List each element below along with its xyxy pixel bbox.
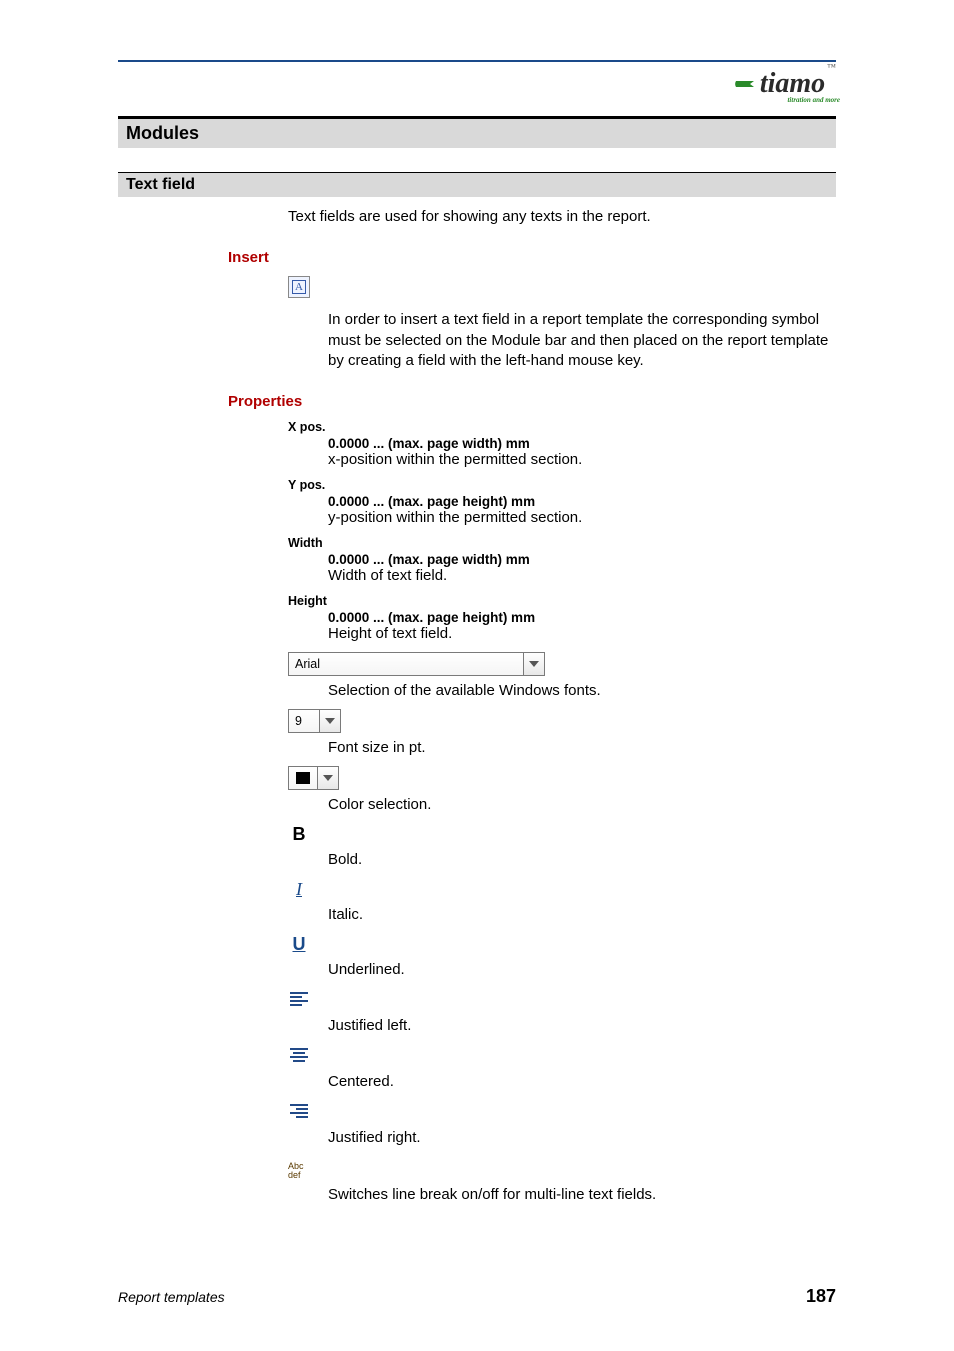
prop-desc-height: Height of text field. xyxy=(328,625,836,642)
prop-range-ypos: 0.0000 ... (max. page height) mm xyxy=(328,494,836,509)
h1-bar: Modules xyxy=(118,116,836,148)
insert-desc: In order to insert a text field in a rep… xyxy=(328,310,836,371)
align-right-icon xyxy=(290,1104,308,1118)
footer-page-number: 187 xyxy=(806,1286,836,1307)
page-title: Modules xyxy=(126,123,828,144)
properties-group: X pos. 0.0000 ... (max. page width) mm x… xyxy=(288,420,836,642)
brand-row: tiamo™ titration and more xyxy=(118,68,836,112)
chevron-down-icon xyxy=(523,653,544,675)
wrap-button[interactable]: Abc def xyxy=(288,1162,304,1180)
brand-arrow-icon xyxy=(720,75,754,93)
bold-button-row: B xyxy=(288,823,836,845)
properties-heading: Properties xyxy=(228,393,836,410)
align-left-button-row xyxy=(288,988,836,1011)
align-center-icon xyxy=(290,1048,308,1062)
size-dropdown-value: 9 xyxy=(289,710,319,732)
intro-text: Text fields are used for showing any tex… xyxy=(288,207,836,227)
prop-range-height: 0.0000 ... (max. page height) mm xyxy=(328,610,836,625)
align-left-button[interactable] xyxy=(288,988,310,1010)
wrap-button-row: Abc def xyxy=(288,1156,836,1180)
text-field-icon: A xyxy=(288,276,310,298)
prop-label-height: Height xyxy=(288,594,836,608)
underline-button[interactable]: U xyxy=(288,933,310,955)
prop-desc-width: Width of text field. xyxy=(328,567,836,584)
bold-desc: Bold. xyxy=(328,851,836,868)
wrap-desc: Switches line break on/off for multi-lin… xyxy=(328,1186,836,1203)
wrap-icon: Abc def xyxy=(288,1162,304,1180)
page: tiamo™ titration and more Modules Text f… xyxy=(0,0,954,1351)
brand-word: tiamo™ titration and more xyxy=(760,68,836,100)
insert-heading: Insert xyxy=(228,249,836,266)
italic-icon: I xyxy=(296,879,302,900)
section-title: Text field xyxy=(126,176,828,194)
page-footer: Report templates 187 xyxy=(118,1286,836,1307)
footer-left: Report templates xyxy=(118,1289,225,1305)
align-left-desc: Justified left. xyxy=(328,1017,836,1034)
color-dropdown-row xyxy=(288,766,836,790)
italic-button[interactable]: I xyxy=(288,878,310,900)
italic-button-row: I xyxy=(288,878,836,900)
brand-tm: ™ xyxy=(827,62,836,72)
prop-range-xpos: 0.0000 ... (max. page width) mm xyxy=(328,436,836,451)
brand-name: tiamo xyxy=(760,68,825,99)
font-dropdown-row: Arial xyxy=(288,652,836,676)
chevron-down-icon xyxy=(317,767,338,789)
color-dropdown[interactable] xyxy=(288,766,339,790)
size-dropdown[interactable]: 9 xyxy=(288,709,341,733)
insert-block: A xyxy=(288,276,836,298)
chevron-down-icon xyxy=(319,710,340,732)
prop-desc-ypos: y-position within the permitted section. xyxy=(328,509,836,526)
brand-sub: titration and more xyxy=(787,96,840,104)
prop-label-ypos: Y pos. xyxy=(288,478,836,492)
bold-icon: B xyxy=(293,824,306,845)
underline-desc: Underlined. xyxy=(328,961,836,978)
h2-bar: Text field xyxy=(118,172,836,197)
font-dropdown-value: Arial xyxy=(289,653,523,675)
align-right-desc: Justified right. xyxy=(328,1129,836,1146)
prop-label-width: Width xyxy=(288,536,836,550)
prop-label-xpos: X pos. xyxy=(288,420,836,434)
prop-desc-xpos: x-position within the permitted section. xyxy=(328,451,836,468)
underline-icon: U xyxy=(293,934,306,955)
align-right-button-row xyxy=(288,1100,836,1123)
font-dropdown[interactable]: Arial xyxy=(288,652,545,676)
align-left-icon xyxy=(290,992,308,1006)
brand-logo: tiamo™ titration and more xyxy=(720,68,836,100)
align-center-desc: Centered. xyxy=(328,1073,836,1090)
align-center-button[interactable] xyxy=(288,1044,310,1066)
text-field-icon-letter: A xyxy=(292,280,306,294)
size-dropdown-desc: Font size in pt. xyxy=(328,739,836,756)
font-dropdown-desc: Selection of the available Windows fonts… xyxy=(328,682,836,699)
top-rule xyxy=(118,60,836,62)
align-center-button-row xyxy=(288,1044,836,1067)
bold-button[interactable]: B xyxy=(288,823,310,845)
size-dropdown-row: 9 xyxy=(288,709,836,733)
underline-button-row: U xyxy=(288,933,836,955)
prop-range-width: 0.0000 ... (max. page width) mm xyxy=(328,552,836,567)
wrap-icon-line2: def xyxy=(288,1170,301,1180)
color-swatch-icon xyxy=(289,767,317,789)
italic-desc: Italic. xyxy=(328,906,836,923)
color-dropdown-desc: Color selection. xyxy=(328,796,836,813)
align-right-button[interactable] xyxy=(288,1100,310,1122)
